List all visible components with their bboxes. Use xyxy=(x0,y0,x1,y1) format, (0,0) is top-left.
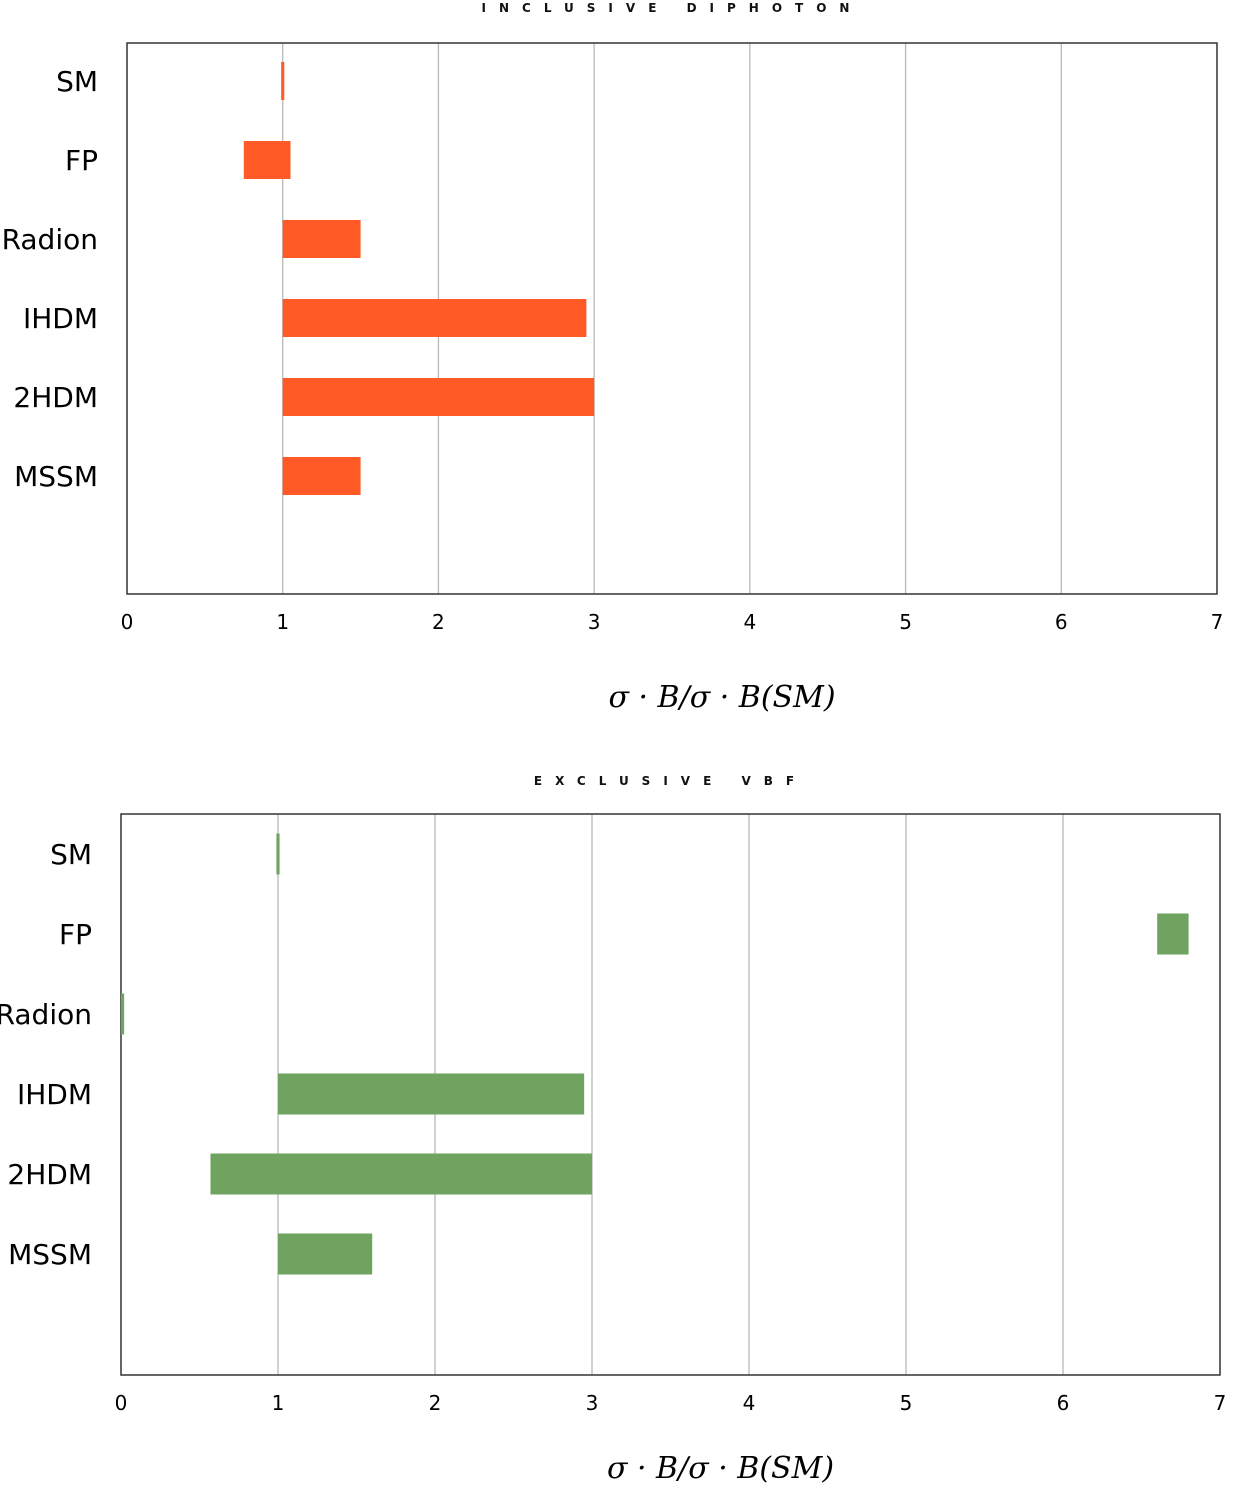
chart-title: INCLUSIVE DIPHOTON xyxy=(482,1,863,15)
category-label-radion: Radion xyxy=(2,223,98,256)
x-axis-label: σ · B/σ · B(SM) xyxy=(608,680,835,715)
x-tick-label-4: 4 xyxy=(743,1391,756,1415)
x-tick-label-2: 2 xyxy=(432,610,445,634)
bar-mssm xyxy=(282,457,361,495)
category-label-sm: SM xyxy=(56,65,98,98)
x-tick-label-2: 2 xyxy=(429,1391,442,1415)
bar-radion xyxy=(121,993,125,1035)
x-tick-label-1: 1 xyxy=(272,1391,285,1415)
category-label-mssm: MSSM xyxy=(14,460,98,493)
category-label-fp: FP xyxy=(65,144,98,177)
x-tick-label-6: 6 xyxy=(1055,610,1068,634)
chart-title: EXCLUSIVE VBF xyxy=(534,774,807,788)
x-tick-label-5: 5 xyxy=(899,610,912,634)
bar-2hdm xyxy=(210,1153,593,1195)
category-label-ihdm: IHDM xyxy=(17,1078,92,1111)
x-tick-label-4: 4 xyxy=(743,610,756,634)
bar-radion xyxy=(282,220,361,258)
x-tick-label-7: 7 xyxy=(1211,610,1224,634)
bar-mssm xyxy=(278,1233,373,1275)
bar-ihdm xyxy=(282,299,587,337)
plot-frame xyxy=(126,42,1218,595)
plot-frame xyxy=(120,813,1221,1376)
x-tick-label-3: 3 xyxy=(588,610,601,634)
category-label-2hdm: 2HDM xyxy=(7,1158,92,1191)
category-label-ihdm: IHDM xyxy=(23,302,98,335)
bar-ihdm xyxy=(278,1073,585,1115)
bar-fp xyxy=(243,141,291,179)
bar-sm xyxy=(276,833,280,875)
x-tick-label-1: 1 xyxy=(276,610,289,634)
chart-exclusive-vbf: EXCLUSIVE VBF SM FP Radion IHDM 2HDM MSSM 0 1 2 3 4… xyxy=(0,774,1226,1486)
category-label-radion: Radion xyxy=(0,998,92,1031)
x-tick-label-6: 6 xyxy=(1057,1391,1070,1415)
x-tick-label-3: 3 xyxy=(586,1391,599,1415)
chart-inclusive-diphoton: INCLUSIVE DIPHOTON SM FP Radion IHDM 2HDM MSSM… xyxy=(2,1,1224,715)
x-tick-label-7: 7 xyxy=(1214,1391,1227,1415)
bar-sm xyxy=(281,62,285,100)
bar-fp xyxy=(1157,913,1189,955)
category-label-fp: FP xyxy=(59,918,92,951)
category-label-mssm: MSSM xyxy=(8,1238,92,1271)
x-axis-label: σ · B/σ · B(SM) xyxy=(607,1451,834,1486)
bar-2hdm xyxy=(282,378,595,416)
category-label-2hdm: 2HDM xyxy=(13,381,98,414)
x-tick-label-5: 5 xyxy=(900,1391,913,1415)
category-label-sm: SM xyxy=(50,838,92,871)
x-tick-label-0: 0 xyxy=(115,1391,128,1415)
x-tick-label-0: 0 xyxy=(121,610,134,634)
